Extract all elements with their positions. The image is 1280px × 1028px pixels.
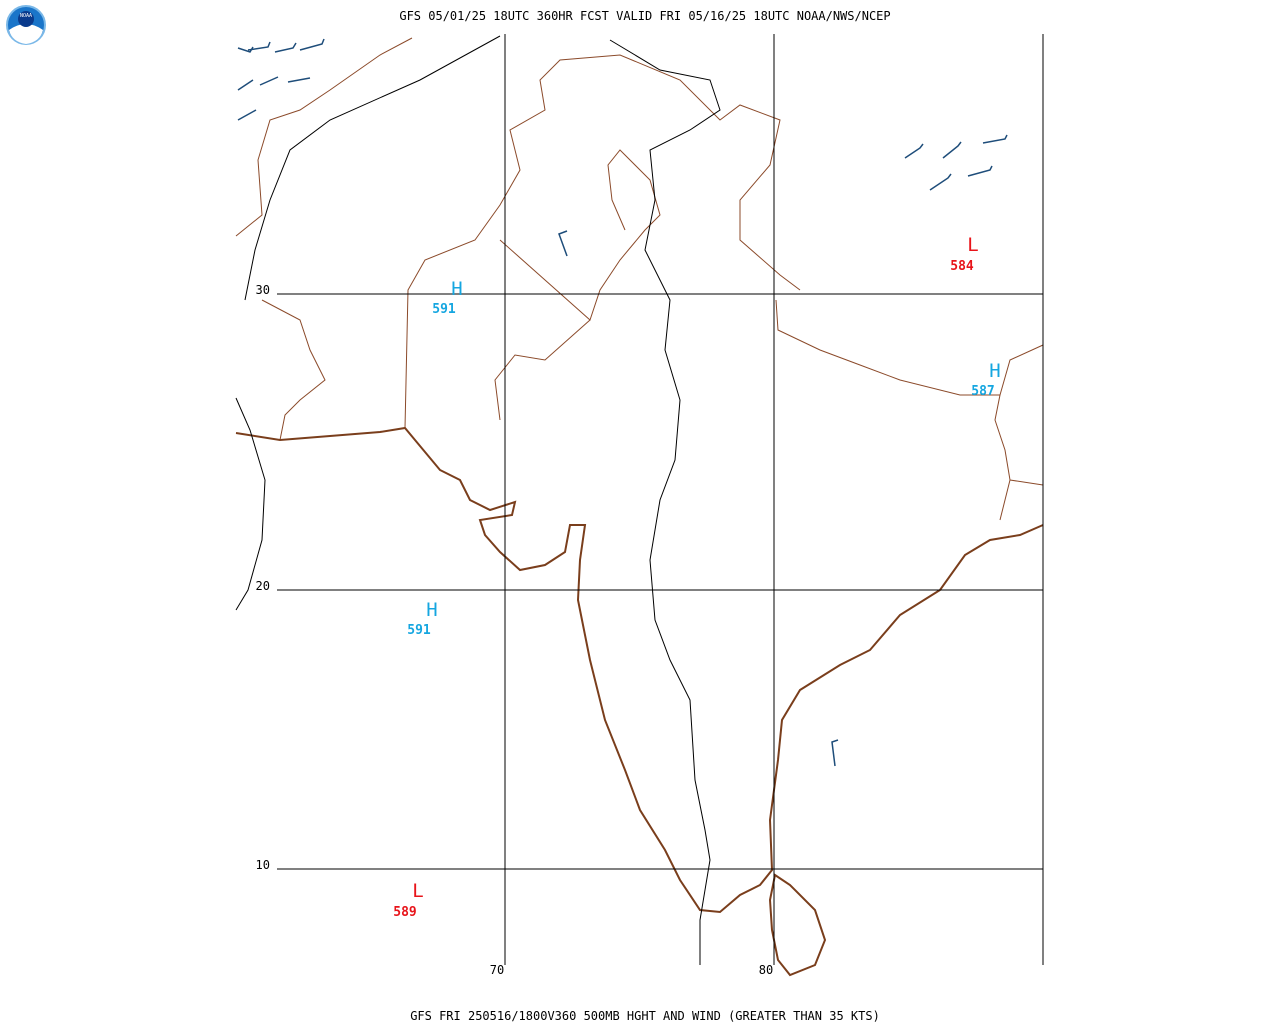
pressure-center-label: H bbox=[451, 278, 462, 300]
latitude-label: 30 bbox=[256, 283, 270, 297]
coastline bbox=[235, 426, 1044, 977]
borders bbox=[235, 37, 1044, 521]
pressure-center-label: H bbox=[426, 599, 437, 621]
grid bbox=[277, 34, 1044, 965]
labels: 30 20 10 70 80 H 591 H 591 H 587 L 584 L 589 bbox=[256, 234, 1001, 977]
pressure-center-value: 591 bbox=[432, 302, 456, 317]
pressure-center-value: 591 bbox=[407, 623, 431, 638]
pressure-center-label: H bbox=[989, 360, 1000, 382]
pressure-center-value: 587 bbox=[971, 384, 994, 399]
wind-barbs bbox=[237, 38, 1008, 767]
longitude-label: 70 bbox=[490, 963, 504, 977]
river bbox=[235, 35, 721, 965]
map-caption: GFS FRI 250516/1800V360 500MB HGHT AND W… bbox=[410, 1009, 880, 1023]
logo-text: NOAA bbox=[20, 13, 32, 19]
pressure-center-label: L bbox=[412, 880, 423, 902]
pressure-center-value: 589 bbox=[393, 905, 416, 920]
noaa-logo: NOAA bbox=[6, 5, 46, 45]
pressure-center-value: 584 bbox=[950, 259, 974, 274]
longitude-label: 80 bbox=[759, 963, 773, 977]
map-title: GFS 05/01/25 18UTC 360HR FCST VALID FRI … bbox=[399, 9, 890, 23]
latitude-label: 20 bbox=[256, 579, 270, 593]
latitude-label: 10 bbox=[256, 858, 270, 872]
pressure-center-label: L bbox=[967, 234, 978, 256]
